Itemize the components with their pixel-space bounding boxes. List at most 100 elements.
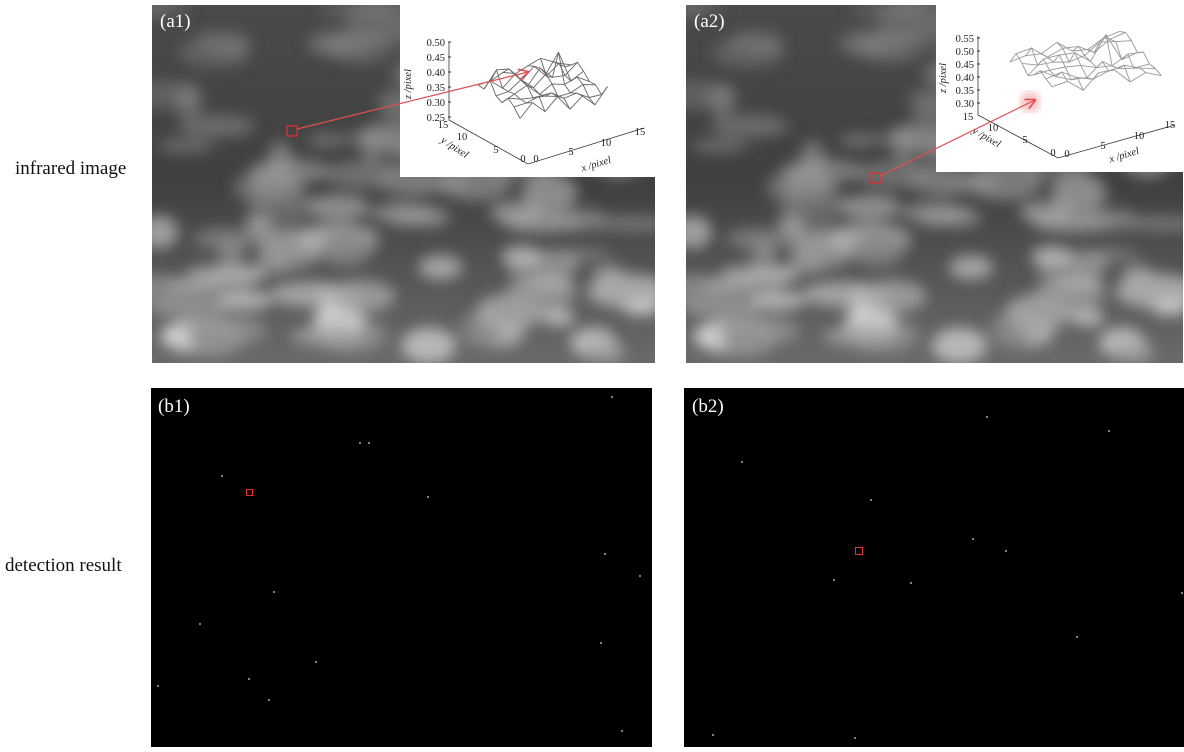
detection-image <box>684 388 1184 747</box>
x-tick-label: 10 <box>601 138 612 149</box>
noise-point <box>621 730 623 732</box>
noise-point <box>1005 550 1007 552</box>
cloud <box>522 173 578 212</box>
x-tick-label: 0 <box>1064 149 1069 160</box>
z-tick-label: 0.45 <box>427 53 445 64</box>
cloud <box>722 331 775 357</box>
noise-point <box>854 737 856 739</box>
z-tick-label: 0.30 <box>427 98 445 109</box>
x-tick-label: 0 <box>533 154 538 165</box>
detection-image <box>151 388 652 747</box>
z-tick-label: 0.35 <box>956 86 974 97</box>
cloud <box>158 139 214 153</box>
cloud <box>1064 248 1140 260</box>
z-tick-label: 0.30 <box>956 99 974 110</box>
panel-label: (a2) <box>694 11 725 32</box>
cloud <box>247 173 301 194</box>
noise-point <box>1076 636 1078 638</box>
cloud <box>337 132 411 146</box>
noise-point <box>221 475 223 477</box>
cloud <box>306 194 369 220</box>
cloud <box>593 265 625 283</box>
cloud <box>178 114 256 137</box>
cloud <box>324 160 406 189</box>
y-tick-label: 10 <box>457 132 468 143</box>
cloud <box>505 276 576 309</box>
cloud <box>822 326 900 346</box>
cloud <box>346 0 379 23</box>
noise-point <box>157 685 159 687</box>
noise-point <box>712 734 714 736</box>
noise-point <box>986 416 988 418</box>
cloud <box>217 238 244 269</box>
cloud <box>861 280 927 313</box>
noise-point <box>359 442 361 444</box>
cloud <box>838 194 901 220</box>
cloud <box>217 290 272 310</box>
noise-point <box>611 396 613 398</box>
cloud <box>900 203 966 223</box>
cloud <box>855 160 937 189</box>
z-tick-label: 0.45 <box>956 60 974 71</box>
y-tick-label: 0 <box>520 154 525 165</box>
panel-label: (b2) <box>692 396 724 417</box>
z-tick-label: 0.40 <box>956 73 974 84</box>
cloud <box>418 255 462 280</box>
cloud <box>673 215 712 249</box>
noise-point <box>368 442 370 444</box>
noise-point <box>870 499 872 501</box>
cloud <box>535 248 611 260</box>
cloud <box>868 132 942 146</box>
row-label: detection result <box>5 555 122 576</box>
cloud <box>584 342 625 363</box>
cloud <box>139 215 178 249</box>
x-tick-label: 5 <box>1100 141 1105 152</box>
y-tick-label: 15 <box>963 112 974 123</box>
cloud <box>877 0 910 23</box>
noise-point <box>268 699 270 701</box>
cloud <box>501 246 542 268</box>
noise-point <box>972 538 974 540</box>
y-tick-label: 5 <box>1022 135 1027 146</box>
panel-label: (a1) <box>160 11 191 32</box>
noise-point <box>315 661 317 663</box>
cloud <box>149 299 228 318</box>
cloud <box>1035 276 1106 309</box>
x-tick-label: 15 <box>635 127 646 138</box>
cloud <box>728 30 784 54</box>
cloud <box>851 231 905 269</box>
cloud <box>542 308 576 326</box>
x-tick-label: 15 <box>1165 120 1176 131</box>
noise-point <box>199 623 201 625</box>
cloud <box>949 255 993 280</box>
cloud <box>189 331 242 357</box>
cloud <box>692 139 748 153</box>
row-label: infrared image <box>15 158 126 179</box>
cloud <box>750 290 805 310</box>
noise-point <box>427 496 429 498</box>
cloud <box>1071 308 1105 326</box>
cloud <box>750 238 777 269</box>
noise-point <box>833 579 835 581</box>
y-tick-label: 5 <box>493 145 498 156</box>
noise-point <box>1108 430 1110 432</box>
cloud <box>623 299 662 316</box>
z-tick-label: 0.35 <box>427 83 445 94</box>
noise-point <box>1181 592 1183 594</box>
panel-label: (b1) <box>158 396 190 417</box>
cloud <box>683 299 762 318</box>
cloud <box>329 280 395 313</box>
cloud <box>1078 209 1137 231</box>
cloud <box>932 328 987 364</box>
x-tick-label: 10 <box>1134 131 1145 142</box>
cloud <box>654 80 734 109</box>
x-tick-label: 5 <box>568 147 573 158</box>
cloud <box>1051 173 1107 212</box>
cloud <box>290 326 368 346</box>
cloud <box>1031 246 1072 268</box>
cloud <box>1113 342 1154 363</box>
noise-point <box>910 582 912 584</box>
y-tick-label: 0 <box>1050 148 1055 159</box>
cloud <box>369 203 435 223</box>
noise-point <box>600 642 602 644</box>
